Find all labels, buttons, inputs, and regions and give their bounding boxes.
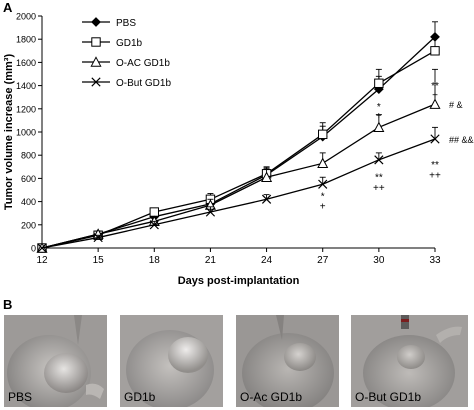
y-tick-label: 800 <box>21 151 36 161</box>
significance-annotation-right: ## && <box>449 135 474 145</box>
x-tick-label: 18 <box>149 255 161 266</box>
data-point <box>317 157 329 169</box>
series-line <box>41 36 436 249</box>
significance-annotation: ** <box>431 160 439 171</box>
y-tick-label: 1400 <box>16 81 36 91</box>
data-point <box>318 129 328 140</box>
significance-annotation: + <box>376 111 382 122</box>
y-axis-label: Tumor volume increase (mm³) <box>3 54 15 211</box>
y-tick-label: 400 <box>21 197 36 207</box>
legend-marker <box>91 77 101 87</box>
x-tick-label: 24 <box>261 255 273 266</box>
series-0 <box>37 21 440 253</box>
photo-pbs: PBS <box>4 315 107 407</box>
significance-annotation: ** <box>431 81 439 92</box>
mouse-image-gd1b <box>120 315 223 407</box>
significance-annotation: + <box>320 202 326 213</box>
y-tick-label: 1000 <box>16 128 36 138</box>
photo-label-o-ac-gd1b: O-Ac GD1b <box>240 390 303 404</box>
series-line <box>41 138 436 249</box>
series-line <box>41 103 436 249</box>
legend: PBS GD1b O-AC GD1b O-But GD1b <box>82 17 171 89</box>
data-point <box>149 207 159 217</box>
data-point <box>93 232 103 243</box>
panel-a-letter: A <box>3 0 13 15</box>
y-tick-label: 1200 <box>16 104 36 114</box>
x-tick-label: 15 <box>93 255 105 266</box>
data-point <box>261 194 272 204</box>
tumor-growth-chart: 0 200 400 600 800 1000 1200 1400 1600 1800 2000 12 1… <box>3 12 474 288</box>
significance-annotation: * <box>377 102 381 113</box>
photo-o-ac-gd1b: O-Ac GD1b <box>236 315 339 407</box>
data-point <box>205 207 216 217</box>
mouse-image-pbs <box>4 315 107 407</box>
x-tick-label: 12 <box>36 255 48 266</box>
significance-annotation: ++ <box>373 183 385 194</box>
y-tick-label: 200 <box>21 220 36 230</box>
series-1 <box>37 35 440 253</box>
mouse-image-o-ac-gd1b <box>236 315 339 407</box>
mouse-photo-panel: PBS GD1b <box>0 305 474 410</box>
data-point <box>374 78 384 88</box>
significance-annotation: * <box>321 191 325 202</box>
data-point <box>374 155 384 165</box>
legend-label: O-But GD1b <box>116 78 171 89</box>
legend-marker <box>91 17 101 27</box>
data-point <box>37 243 47 253</box>
y-tick-label: 2000 <box>16 12 36 22</box>
data-point <box>430 134 440 144</box>
data-point <box>429 98 441 109</box>
y-tick-label: 1600 <box>16 58 36 68</box>
x-tick-label: 27 <box>317 255 329 266</box>
data-point <box>318 179 328 189</box>
y-tick-label: 0 <box>31 244 36 254</box>
significance-annotation: + <box>432 90 438 101</box>
legend-label: PBS <box>116 18 136 29</box>
series-3 <box>37 126 440 253</box>
x-tick-label: 21 <box>205 255 217 266</box>
significance-annotation: ++ <box>429 170 441 181</box>
photo-label-gd1b: GD1b <box>124 390 156 404</box>
photo-o-but-gd1b: O-But GD1b <box>351 315 468 407</box>
photo-label-pbs: PBS <box>8 390 33 404</box>
x-axis-label: Days post-implantation <box>178 275 300 287</box>
data-point <box>430 46 440 56</box>
y-tick-label: 1800 <box>16 35 36 45</box>
x-tick-label: 33 <box>429 255 441 266</box>
y-tick-label: 600 <box>21 174 36 184</box>
data-point <box>261 171 273 182</box>
legend-marker <box>90 56 102 67</box>
x-tick-label: 30 <box>373 255 385 266</box>
data-point <box>149 220 159 230</box>
mouse-image-o-but-gd1b <box>351 315 468 407</box>
significance-annotation: ** <box>375 173 383 184</box>
data-point <box>373 121 385 133</box>
panel-b-letter: B <box>3 297 13 312</box>
legend-label: O-AC GD1b <box>116 58 170 69</box>
legend-marker <box>91 37 101 47</box>
photo-gd1b: GD1b <box>120 315 223 407</box>
legend-label: GD1b <box>116 38 143 49</box>
significance-annotation-right: # & <box>449 100 463 110</box>
photo-label-o-but-gd1b: O-But GD1b <box>355 390 422 404</box>
